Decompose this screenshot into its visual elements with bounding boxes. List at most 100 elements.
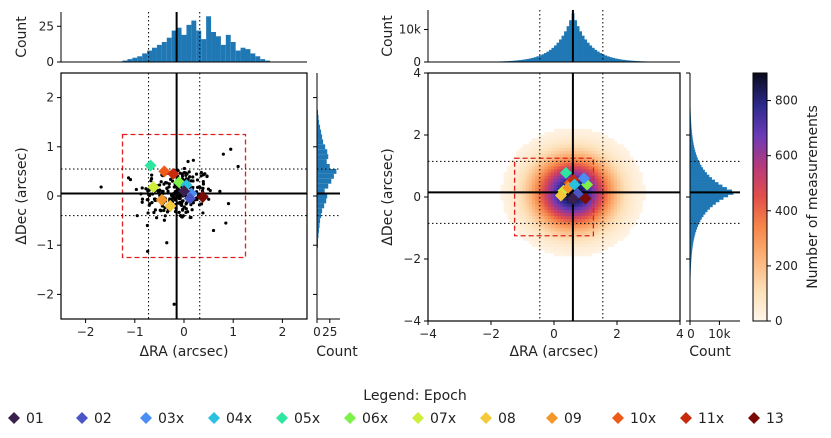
heatmap-cell <box>541 240 545 244</box>
heatmap-cell <box>613 169 618 173</box>
heatmap-cell <box>554 215 558 220</box>
heatmap-cell <box>579 166 583 170</box>
heatmap-cell <box>528 231 533 235</box>
hist-bar <box>551 47 555 62</box>
heatmap-cell <box>544 156 549 161</box>
heatmap-cell <box>569 141 574 145</box>
heatmap-cell <box>588 224 593 229</box>
heatmap-cell <box>632 169 637 173</box>
heatmap-cell <box>607 200 612 204</box>
hist-bar <box>690 206 710 210</box>
heatmap-cell <box>547 131 552 136</box>
heatmap-cell <box>576 138 580 142</box>
heatmap-cell <box>563 243 567 247</box>
heatmap-cell <box>535 156 539 161</box>
heatmap-cell <box>610 181 615 185</box>
heatmap-cell <box>585 252 590 257</box>
heatmap-cell <box>516 224 520 229</box>
heatmap-cell <box>544 153 549 158</box>
heatmap-cell <box>591 246 596 251</box>
heatmap-cell <box>613 172 618 176</box>
y-axis-label: Count <box>14 16 30 58</box>
scatter-point <box>177 210 181 214</box>
heatmap-cell <box>572 203 577 207</box>
heatmap-cell <box>607 150 612 154</box>
heatmap-cell <box>582 215 586 220</box>
heatmap-cell <box>610 212 615 216</box>
scatter-point <box>134 187 138 192</box>
heatmap-cell <box>576 212 580 216</box>
heatmap-cell <box>519 200 523 204</box>
heatmap-cell <box>560 218 564 223</box>
heatmap-cell <box>531 184 536 189</box>
heatmap-cell <box>519 172 523 176</box>
heatmap-cell <box>598 193 602 198</box>
heatmap-cell <box>572 234 577 238</box>
heatmap-cell <box>566 193 571 198</box>
x-tick-label: −1 <box>126 325 144 339</box>
heatmap-cell <box>588 209 593 213</box>
heatmap-cell <box>617 153 621 158</box>
heatmap-cell <box>635 193 640 198</box>
heatmap-cell <box>535 243 539 247</box>
heatmap-cell <box>550 243 555 247</box>
heatmap-cell <box>550 181 555 185</box>
heatmap-cell <box>560 131 564 136</box>
heatmap-cell <box>588 203 593 207</box>
heatmap-cell <box>598 215 602 220</box>
heatmap-cell <box>554 218 558 223</box>
heatmap-cell <box>557 234 561 238</box>
heatmap-cell <box>610 218 615 223</box>
heatmap-cell <box>594 175 599 179</box>
hist-bar <box>528 58 532 62</box>
heatmap-cell <box>639 193 643 198</box>
epoch-marker-08 <box>554 189 567 202</box>
heatmap-cell <box>588 135 593 139</box>
colorbar-tick-label: 0 <box>775 314 783 328</box>
scatter-point <box>201 173 206 177</box>
heatmap-cell <box>635 166 640 170</box>
heatmap-cell <box>620 184 624 189</box>
heatmap-cell <box>547 184 552 189</box>
heatmap-cell <box>585 224 590 229</box>
heatmap-cell <box>544 215 549 220</box>
heatmap-cell <box>604 153 608 158</box>
heatmap-cell <box>582 187 586 192</box>
scatter-point <box>165 241 169 245</box>
heatmap-cell <box>582 162 586 167</box>
hist-bar <box>536 56 540 62</box>
heatmap-cell <box>519 212 523 216</box>
heatmap-cell <box>610 138 615 142</box>
heatmap-cell <box>554 159 558 164</box>
scatter-point <box>99 185 103 189</box>
scatter-point <box>218 189 222 194</box>
heatmap-cell <box>522 237 527 241</box>
heatmap-cell <box>544 172 549 176</box>
hist-bar <box>317 242 319 248</box>
scatter-point <box>160 189 164 193</box>
heatmap-cell <box>607 231 612 235</box>
heatmap-cell <box>617 181 621 185</box>
heatmap-cell <box>579 147 583 151</box>
heatmap-cell <box>519 224 523 229</box>
heatmap-cell <box>604 147 608 151</box>
heatmap-cell <box>613 184 618 189</box>
heatmap-cell <box>639 197 643 201</box>
heatmap-cell <box>531 169 536 173</box>
heatmap-cell <box>557 166 561 170</box>
heatmap-cell <box>554 141 558 145</box>
heatmap-cell <box>560 243 564 247</box>
heatmap-cell <box>528 184 533 189</box>
hist-bar <box>137 56 143 62</box>
heatmap-cell <box>541 234 545 238</box>
x-tick-label: 0 <box>313 325 321 339</box>
heatmap-cell <box>613 141 618 145</box>
heatmap-cell <box>563 162 567 167</box>
heatmap-cell <box>550 231 555 235</box>
heatmap-cell <box>642 197 646 201</box>
heatmap-cell <box>544 181 549 185</box>
scatter-point <box>197 203 202 207</box>
heatmap-cell <box>601 197 605 201</box>
heatmap-cell <box>519 231 523 235</box>
heatmap-cell <box>516 172 520 176</box>
